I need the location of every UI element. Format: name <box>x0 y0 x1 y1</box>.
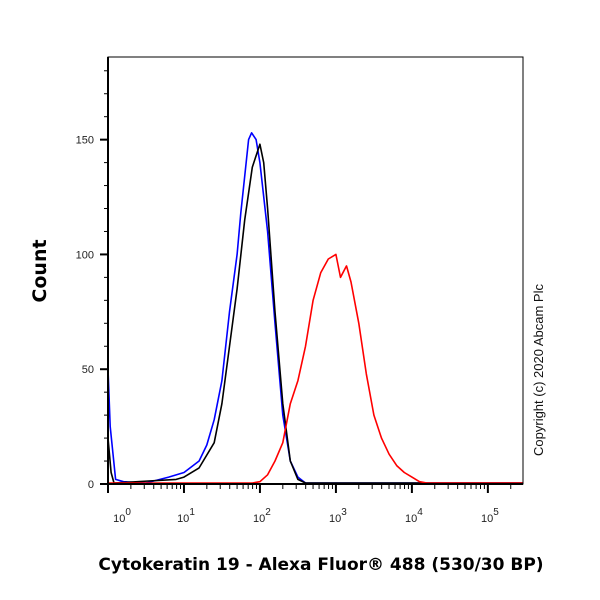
tick-base: 10 <box>481 513 493 525</box>
copyright-annotation: Copyright (c) 2020 Abcam Plc <box>531 284 546 456</box>
tick-base: 10 <box>253 513 265 525</box>
y-tick-label: 150 <box>76 135 94 147</box>
tick-exponent: 4 <box>417 507 423 518</box>
tick-exponent: 2 <box>265 507 271 518</box>
tick-base: 10 <box>113 513 125 525</box>
tick-exponent: 0 <box>125 507 131 518</box>
y-tick-label: 100 <box>76 249 94 261</box>
series-line-2 <box>108 253 523 484</box>
tick-base: 10 <box>177 513 189 525</box>
x-tick-label: 102 <box>253 507 271 525</box>
tick-base: 10 <box>405 513 417 525</box>
y-axis-title: Count <box>29 239 51 302</box>
series-line-1 <box>107 143 523 484</box>
x-tick-label: 103 <box>329 507 347 525</box>
x-tick-label: 105 <box>481 507 499 525</box>
y-axis: 0 50 100 150 <box>76 57 109 491</box>
tick-exponent: 1 <box>189 507 195 518</box>
y-tick-label: 0 <box>88 479 94 491</box>
x-axis-title: Cytokeratin 19 - Alexa Fluor® 488 (530/3… <box>98 555 543 575</box>
tick-base: 10 <box>329 513 341 525</box>
y-tick-label: 50 <box>82 364 94 376</box>
tick-exponent: 5 <box>493 507 499 518</box>
x-tick-label: 100 <box>113 507 131 525</box>
tick-exponent: 3 <box>341 507 347 518</box>
x-tick-label: 104 <box>405 507 423 525</box>
x-tick-label: 101 <box>177 507 195 525</box>
